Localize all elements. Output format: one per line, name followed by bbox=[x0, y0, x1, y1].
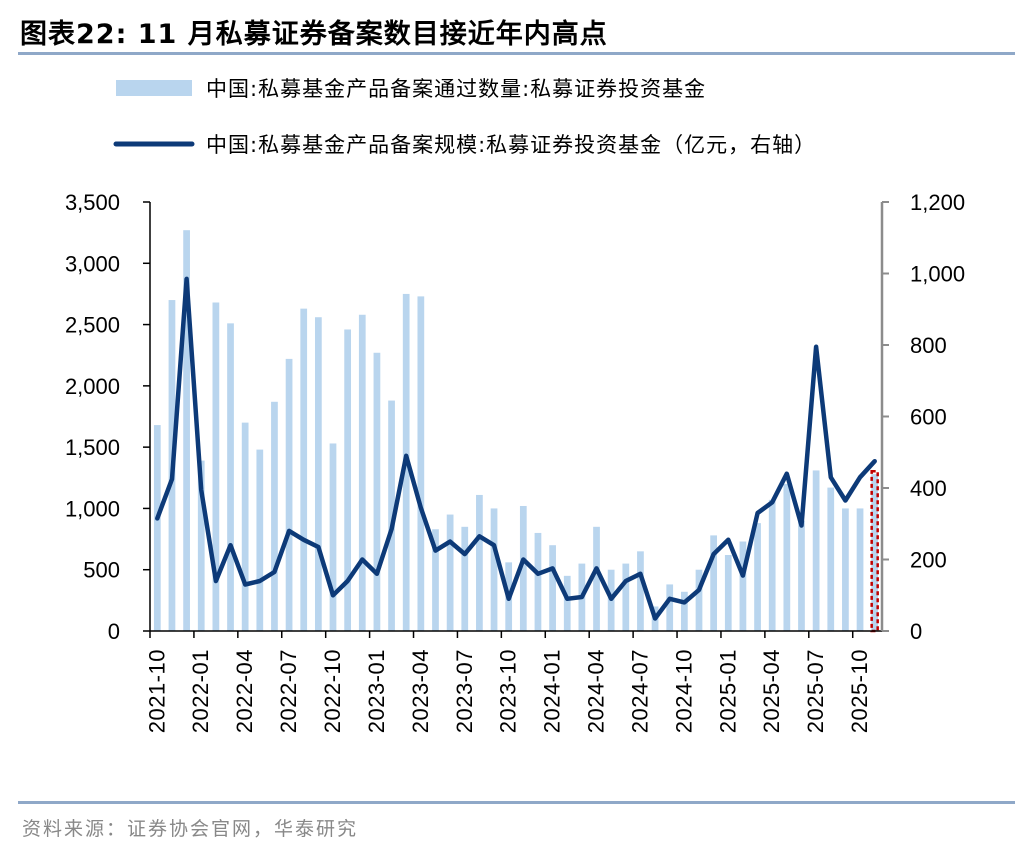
x-tick-label: 2025-10 bbox=[847, 649, 872, 733]
x-tick-label: 2024-10 bbox=[671, 649, 696, 733]
bar bbox=[519, 505, 527, 631]
left-tick-label: 3,500 bbox=[65, 190, 120, 215]
left-tick-label: 500 bbox=[83, 558, 120, 583]
left-tick-label: 1,000 bbox=[65, 496, 120, 521]
legend-label-bar: 中国:私募基金产品备案通过数量:私募证券投资基金 bbox=[206, 77, 706, 101]
bar bbox=[446, 514, 454, 631]
bar bbox=[476, 494, 483, 631]
x-tick-label: 2024-01 bbox=[540, 649, 565, 733]
series-line bbox=[155, 276, 877, 621]
figure-title: 图表22: 11 月私募证券备案数目接近年内高点 bbox=[20, 19, 608, 50]
bottom-rule bbox=[18, 801, 1015, 804]
bar bbox=[388, 400, 395, 631]
bar bbox=[358, 314, 366, 631]
bar bbox=[798, 520, 805, 631]
right-tick-label: 1,200 bbox=[910, 190, 965, 215]
right-tick-label: 400 bbox=[910, 476, 947, 501]
bar bbox=[871, 474, 879, 631]
bar bbox=[637, 551, 644, 631]
bar bbox=[710, 535, 718, 631]
right-tick-label: 1,000 bbox=[910, 262, 965, 287]
x-tick-label: 2025-07 bbox=[803, 649, 828, 733]
left-tick-label: 1,500 bbox=[65, 435, 120, 460]
bar bbox=[271, 401, 278, 631]
bar bbox=[739, 541, 747, 631]
bar bbox=[768, 499, 776, 631]
left-tick-label: 2,000 bbox=[65, 374, 120, 399]
bar bbox=[490, 508, 498, 631]
bar bbox=[666, 584, 674, 631]
right-tick-label: 200 bbox=[910, 548, 947, 573]
bar bbox=[285, 358, 293, 631]
right-tick-label: 0 bbox=[910, 619, 922, 644]
bar bbox=[812, 470, 820, 631]
x-tick-label: 2025-01 bbox=[715, 649, 740, 733]
bar bbox=[212, 302, 220, 631]
legend: 中国:私募基金产品备案通过数量:私募证券投资基金 中国:私募基金产品备案规模:私… bbox=[113, 77, 816, 157]
x-tick-label: 2022-04 bbox=[232, 649, 257, 733]
source-note: 资料来源：证券协会官网，华泰研究 bbox=[22, 818, 359, 840]
x-tick-label: 2023-04 bbox=[408, 649, 433, 733]
bar bbox=[183, 230, 190, 632]
bar bbox=[827, 487, 835, 631]
right-tick-label: 800 bbox=[910, 333, 947, 358]
x-tick-label: 2022-07 bbox=[276, 649, 301, 733]
x-tick-label: 2022-01 bbox=[188, 649, 213, 733]
bar bbox=[695, 569, 703, 631]
right-tick-label: 600 bbox=[910, 405, 947, 430]
bar bbox=[314, 317, 322, 631]
bar bbox=[783, 483, 791, 631]
bar bbox=[754, 523, 761, 631]
bar bbox=[563, 575, 571, 631]
x-axis-ticks: 2021-10 2022-01 2022-04 2022-07 2022-10 2023-… bbox=[144, 631, 872, 733]
x-tick-label: 2023-07 bbox=[452, 649, 477, 733]
bar bbox=[417, 296, 425, 631]
bar bbox=[256, 449, 264, 631]
x-tick-label: 2021-10 bbox=[144, 649, 169, 733]
bar bbox=[227, 323, 234, 631]
top-rule bbox=[18, 52, 1015, 55]
bar bbox=[534, 532, 542, 631]
right-axis-ticks: 0 200 400 600 800 1,000 1,200 bbox=[882, 190, 965, 644]
bar bbox=[197, 460, 205, 631]
bar bbox=[373, 352, 381, 631]
chart: 中国:私募基金产品备案通过数量:私募证券投资基金 中国:私募基金产品备案规模:私… bbox=[65, 77, 965, 733]
bar bbox=[329, 443, 337, 631]
x-tick-label: 2025-04 bbox=[759, 649, 784, 733]
legend-label-line: 中国:私募基金产品备案规模:私募证券投资基金（亿元，右轴） bbox=[206, 133, 816, 157]
left-tick-label: 0 bbox=[108, 619, 120, 644]
bar bbox=[241, 422, 249, 631]
bar bbox=[153, 425, 161, 631]
legend-swatch-bar bbox=[116, 80, 192, 96]
line-series bbox=[155, 276, 877, 621]
bar bbox=[856, 508, 864, 631]
left-axis-ticks: 0 500 1,000 1,500 2,000 2,500 3,000 3,500 bbox=[65, 190, 150, 644]
bar bbox=[622, 563, 630, 631]
bar bbox=[461, 526, 469, 631]
x-tick-label: 2023-10 bbox=[496, 649, 521, 733]
left-tick-label: 2,500 bbox=[65, 313, 120, 338]
bar bbox=[549, 545, 556, 631]
x-tick-label: 2022-10 bbox=[320, 649, 345, 733]
bar bbox=[593, 526, 600, 631]
left-tick-label: 3,000 bbox=[65, 251, 120, 276]
bar bbox=[724, 555, 732, 631]
bar-series bbox=[153, 230, 879, 632]
bar bbox=[300, 308, 308, 631]
bar bbox=[344, 329, 352, 631]
bar bbox=[842, 508, 849, 631]
x-tick-label: 2023-01 bbox=[364, 649, 389, 733]
bar bbox=[432, 529, 439, 631]
x-tick-label: 2024-04 bbox=[584, 649, 609, 733]
x-tick-label: 2024-07 bbox=[627, 649, 652, 733]
bar bbox=[680, 591, 688, 631]
